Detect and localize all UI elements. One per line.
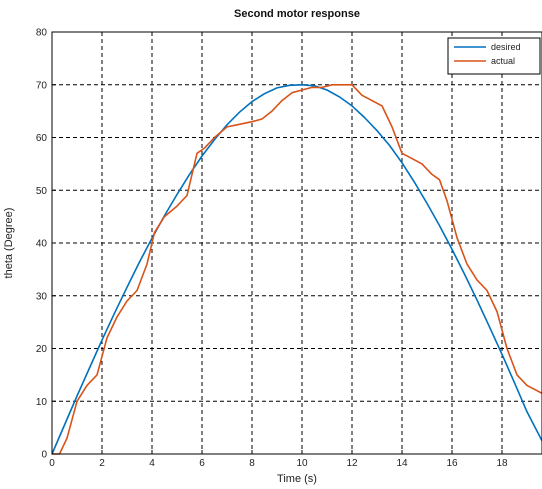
y-tick-label: 30	[36, 291, 48, 302]
x-tick-label: 2	[99, 458, 105, 469]
x-tick-label: 4	[149, 458, 155, 469]
x-tick-label: 8	[249, 458, 255, 469]
y-tick-label: 70	[36, 80, 48, 91]
y-tick-label: 60	[36, 133, 48, 144]
legend: desired actual	[447, 37, 541, 75]
x-axis-label: Time (s)	[277, 473, 317, 485]
y-tick-label: 50	[36, 186, 48, 197]
grid-lines	[52, 32, 542, 454]
y-tick-label: 0	[41, 450, 47, 461]
x-tick-label: 18	[496, 458, 508, 469]
x-tick-label: 10	[296, 458, 308, 469]
y-tick-label: 80	[36, 28, 48, 39]
y-tick-label: 20	[36, 344, 48, 355]
legend-label-desired: desired	[491, 42, 521, 52]
x-tick-label: 14	[396, 458, 408, 469]
chart-title: Second motor response	[234, 8, 360, 20]
series-line-desired	[51, 84, 542, 455]
series-layer	[51, 84, 542, 455]
axis-ticks: 0 2 4 6 8 10 12 14 16 18 0 10 20 30 40 50 60 70 80	[36, 28, 508, 470]
x-tick-label: 6	[199, 458, 205, 469]
x-tick-label: 16	[446, 458, 458, 469]
legend-box	[447, 37, 541, 75]
series-line-actual	[52, 84, 542, 455]
x-tick-label: 0	[49, 458, 55, 469]
plot-area: 0 2 4 6 8 10 12 14 16 18 0 10 20 30 40 50 60 70 80	[36, 28, 542, 470]
legend-label-actual: actual	[491, 56, 515, 66]
y-tick-label: 10	[36, 397, 48, 408]
x-tick-label: 12	[346, 458, 358, 469]
y-tick-label: 40	[36, 239, 48, 250]
y-axis-label: theta (Degree)	[3, 208, 15, 279]
